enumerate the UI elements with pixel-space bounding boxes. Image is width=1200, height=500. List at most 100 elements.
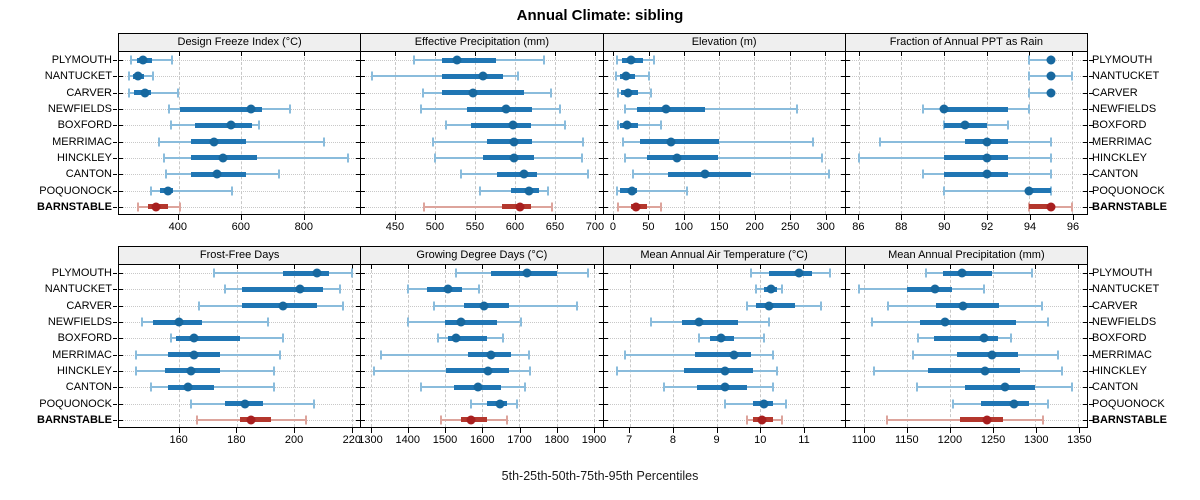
y-axis-tick	[361, 141, 366, 143]
y-axis-tick	[840, 190, 845, 192]
y-axis-tick	[119, 109, 123, 111]
y-axis-tick	[840, 289, 845, 291]
iqr-bar-boxford	[471, 122, 531, 128]
x-axis-tick	[434, 215, 436, 220]
whisker-cap	[170, 55, 173, 65]
y-axis-tick	[361, 289, 366, 291]
y-axis-tick	[840, 76, 845, 78]
y-axis-tick	[598, 289, 603, 291]
median-dot-barnstable	[151, 202, 161, 212]
x-axis-tick-top	[594, 52, 596, 56]
y-axis-tick	[356, 322, 361, 324]
y-axis-tick	[1089, 76, 1093, 78]
median-dot-carver	[623, 88, 633, 98]
row-gridline	[845, 60, 1087, 62]
x-gridline	[294, 265, 296, 427]
x-tick-label: 500	[425, 221, 445, 233]
median-dot-canton	[519, 169, 529, 179]
y-axis-tick	[845, 60, 850, 62]
y-axis-tick	[356, 403, 361, 405]
y-axis-tick	[603, 273, 608, 275]
x-axis-tick-top	[395, 52, 397, 56]
x-gridline	[719, 52, 721, 214]
y-axis-tick	[598, 322, 603, 324]
x-gridline	[1072, 52, 1074, 214]
row-gridline	[603, 273, 845, 275]
whisker-cap	[916, 382, 918, 392]
iqr-bar-merrimac	[640, 139, 720, 145]
whisker-cap	[170, 120, 173, 130]
panel-band-top: PLYMOUTH NANTUCKET CARVER NEWFIELDS BOXFORD M…	[37, 33, 1167, 237]
x-axis-tick-top	[351, 265, 353, 269]
x-axis-tick-top	[992, 265, 994, 269]
iqr-bar-newfields	[636, 106, 706, 112]
x-axis-tick-top	[906, 265, 908, 269]
x-gridline	[514, 52, 516, 214]
whisker-cap	[942, 186, 945, 196]
median-dot-carver	[1046, 88, 1056, 98]
x-axis-tick-top	[593, 265, 595, 269]
x-axis-tick-top	[824, 52, 826, 56]
panel-growing-degree-days-c	[361, 265, 604, 428]
x-tick-label: 90	[938, 221, 951, 233]
x-axis-tick	[863, 428, 865, 433]
y-axis-tick	[1089, 273, 1093, 275]
x-axis-tick-top	[901, 52, 903, 56]
median-dot-boxford	[508, 120, 518, 130]
iqr-bar-carver	[442, 90, 524, 96]
x-tick-label: 180	[227, 434, 246, 446]
whisker-cap	[650, 317, 653, 327]
x-axis-tick	[906, 428, 908, 433]
range-whisker-carver	[1029, 91, 1051, 94]
whisker-cap	[517, 71, 520, 81]
x-tick-label: 1500	[432, 434, 458, 446]
x-axis-tick-top	[294, 265, 296, 269]
y-axis-tick	[840, 403, 845, 405]
y-axis-tick	[113, 387, 117, 389]
median-dot-nantucket	[621, 71, 631, 81]
y-axis-tick	[603, 322, 608, 324]
median-dot-plymouth	[312, 268, 322, 278]
median-dot-newfields	[661, 104, 671, 114]
x-axis-tick	[683, 215, 685, 220]
y-axis-tick	[1089, 289, 1093, 291]
whisker-cap	[621, 137, 624, 147]
y-axis-tick	[603, 370, 608, 372]
whisker-cap	[587, 169, 590, 179]
x-gridline	[178, 52, 180, 214]
y-axis-tick	[119, 157, 123, 159]
whisker-cap	[140, 317, 143, 327]
x-tick-label: 1800	[544, 434, 570, 446]
x-axis-tick	[178, 428, 180, 433]
whisker-cap	[1056, 350, 1059, 360]
x-axis-tick	[240, 215, 242, 220]
y-axis-tick	[119, 190, 123, 192]
x-axis-tick	[760, 428, 762, 433]
x-gridline	[754, 52, 756, 214]
whisker-cap	[350, 268, 353, 278]
whisker-cap	[551, 202, 554, 212]
x-tick-label: 200	[284, 434, 304, 446]
median-dot-boxford	[960, 120, 970, 130]
town-label-plymouth: PLYMOUTH	[51, 267, 112, 280]
x-tick-label: 8	[669, 434, 676, 446]
range-whisker-carver	[129, 91, 179, 94]
y-axis-tick	[361, 206, 366, 208]
median-dot-plymouth	[522, 268, 532, 278]
whisker-cap	[407, 284, 410, 294]
row-gridline	[603, 76, 845, 78]
median-dot-newfields	[456, 317, 466, 327]
x-axis-tick-top	[556, 265, 558, 269]
x-tick-label: 400	[168, 221, 188, 233]
y-axis-tick	[845, 157, 850, 159]
whisker-cap	[273, 366, 276, 376]
whisker-cap	[528, 366, 531, 376]
x-axis-tick-top	[803, 265, 805, 269]
x-axis-tick-top	[629, 265, 631, 269]
y-axis-tick	[361, 419, 366, 421]
y-axis-tick	[845, 141, 850, 143]
whisker-cap	[434, 153, 437, 163]
y-axis-tick	[845, 322, 850, 324]
median-dot-poquonock	[524, 186, 534, 196]
x-gridline	[992, 265, 994, 427]
